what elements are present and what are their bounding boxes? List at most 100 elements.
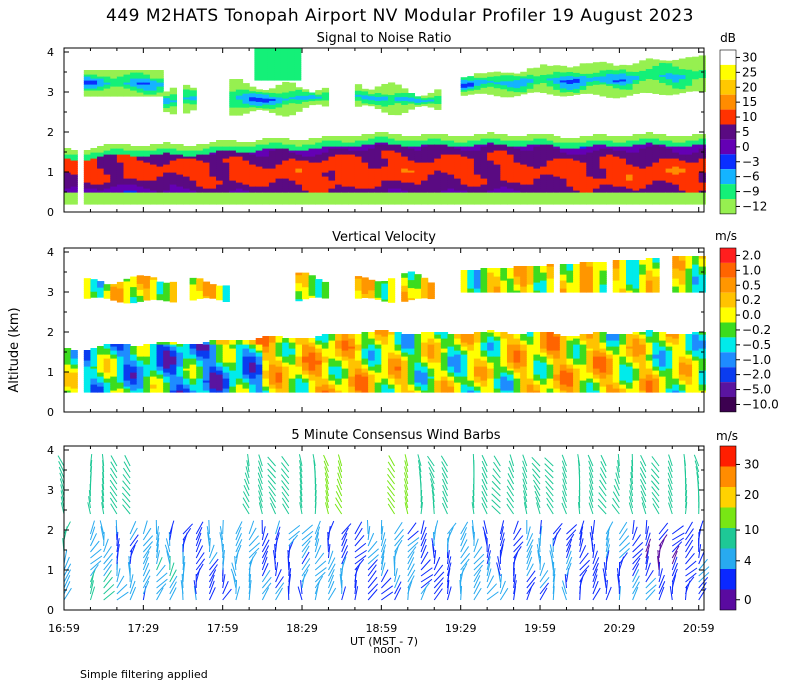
snr-cell <box>288 148 297 151</box>
snr-cell <box>665 142 673 145</box>
snr-cell <box>90 190 98 193</box>
snr-cell <box>368 152 376 155</box>
snr-cell <box>619 190 627 193</box>
snr-cell <box>394 98 402 102</box>
snr-cell <box>136 188 144 191</box>
snr-cell <box>110 90 118 93</box>
snr-cell <box>83 86 92 89</box>
snr-cell <box>513 190 521 193</box>
snr-cell <box>143 166 151 169</box>
vv-cell <box>130 366 138 369</box>
vv-cell <box>110 384 118 387</box>
snr-cell <box>533 140 541 143</box>
snr-cell <box>579 188 587 191</box>
snr-cell <box>612 154 620 157</box>
snr-cell <box>130 200 138 203</box>
snr-cell <box>586 198 594 201</box>
snr-cell <box>513 158 521 161</box>
snr-cell <box>493 85 501 89</box>
snr-cell <box>698 182 706 185</box>
snr-cell <box>553 196 561 199</box>
vv-cell <box>97 378 105 381</box>
vv-cell <box>156 384 164 387</box>
snr-cell <box>665 180 673 183</box>
snr-cell <box>341 154 349 157</box>
snr-cell <box>361 148 369 151</box>
snr-cell <box>222 142 230 145</box>
snr-cell <box>566 150 574 153</box>
snr-cell <box>302 200 310 203</box>
snr-cell <box>685 186 693 189</box>
snr-cell <box>83 182 92 185</box>
snr-cell <box>368 160 376 163</box>
snr-cell <box>546 160 554 163</box>
snr-cell <box>692 172 700 175</box>
snr-cell <box>685 168 693 171</box>
snr-cell <box>169 170 177 173</box>
snr-cell <box>348 172 356 175</box>
snr-cell <box>685 178 693 181</box>
vv-cell <box>143 374 151 377</box>
vv-cell <box>116 360 125 363</box>
snr-cell <box>579 184 587 187</box>
snr-cell <box>599 138 607 141</box>
snr-cell <box>566 75 574 78</box>
snr-cell <box>672 69 680 73</box>
snr-cell <box>672 180 680 183</box>
vv-cell <box>183 368 191 371</box>
snr-cell <box>381 172 389 175</box>
snr-cell <box>176 188 184 191</box>
snr-cell <box>176 174 184 177</box>
snr-cell <box>315 164 323 167</box>
vv-cell <box>149 360 158 363</box>
snr-cell <box>83 188 92 191</box>
snr-cell <box>678 178 687 181</box>
vv-cell <box>116 354 125 357</box>
snr-cell <box>659 186 667 189</box>
snr-cell <box>645 146 654 149</box>
snr-cell <box>64 188 72 191</box>
snr-colorbar-unit: dB <box>720 31 736 45</box>
snr-cell <box>467 192 475 195</box>
snr-cell <box>321 186 330 189</box>
snr-cell <box>487 166 495 169</box>
snr-cell <box>110 152 118 155</box>
vv-cell <box>143 382 151 385</box>
snr-cell <box>374 96 382 100</box>
vv-cell <box>116 382 125 385</box>
snr-cell <box>434 101 442 104</box>
snr-cell <box>407 170 416 173</box>
vv-cell <box>83 388 92 391</box>
vv-cell <box>136 374 144 377</box>
vv-cell <box>149 285 158 288</box>
snr-cell <box>540 86 548 89</box>
snr-cell <box>136 166 144 169</box>
snr-cell <box>434 134 442 137</box>
vv-cell <box>176 354 184 357</box>
snr-cell <box>698 174 706 177</box>
snr-cell <box>520 87 528 91</box>
snr-cell <box>130 184 138 187</box>
snr-cell <box>414 190 422 193</box>
snr-cell <box>632 172 640 175</box>
snr-cell <box>447 194 455 197</box>
vv-cell <box>156 350 164 353</box>
snr-cell <box>295 103 303 106</box>
vv-cell <box>123 380 131 383</box>
snr-cell <box>553 140 561 143</box>
vv-cell <box>156 342 164 345</box>
snr-cell <box>282 93 290 97</box>
snr-cell <box>645 138 654 141</box>
snr-cell <box>652 67 660 70</box>
snr-cell <box>639 66 647 69</box>
vv-cell <box>163 382 171 385</box>
snr-cell <box>540 138 548 141</box>
vv-cell <box>83 376 92 379</box>
snr-cell <box>645 142 654 145</box>
snr-cell <box>130 198 138 201</box>
snr-cell <box>255 168 263 171</box>
vv-cell <box>123 360 131 363</box>
vv-cell <box>130 382 138 385</box>
snr-cell <box>262 140 270 143</box>
snr-cell <box>229 93 237 96</box>
